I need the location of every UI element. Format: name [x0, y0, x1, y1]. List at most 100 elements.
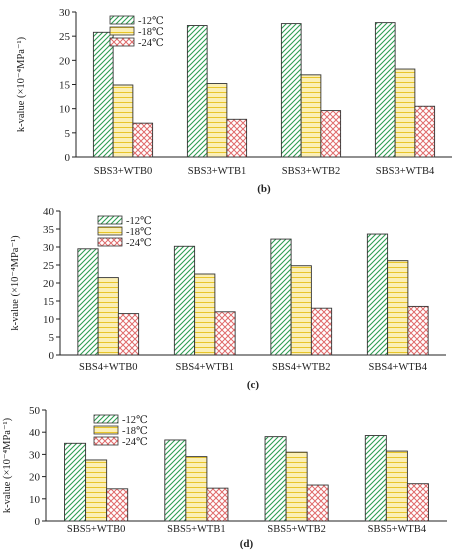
legend-label: -18℃ [126, 227, 152, 238]
legend-label: -24℃ [126, 238, 152, 249]
bar-minus24-4 [407, 305, 429, 356]
y-tick-label: 5 [65, 128, 71, 140]
y-axis-label: k-value (×10⁻⁴MPa⁻¹) [16, 36, 27, 132]
y-tick-label: 20 [43, 278, 55, 290]
bar-minus12-2 [173, 245, 196, 356]
bar-minus24-2 [226, 118, 248, 158]
category-label: SBS4+WTB2 [272, 362, 330, 373]
bar-minus24-1 [106, 488, 129, 522]
bar-minus24-3 [320, 110, 342, 158]
bar-minus18-4 [385, 450, 408, 522]
category-label: SBS4+WTB0 [79, 362, 137, 373]
chart-panel-3: 0 10 20 30 40 50 SBS5+WTB0 SBS5+WTB1 SBS5+WTB2 SB… [2, 405, 447, 550]
y-tick-label: 25 [59, 31, 71, 43]
bar-minus18-2 [194, 273, 216, 356]
y-axis-label: k-value (×10⁻⁴MPa⁻¹) [2, 417, 13, 513]
bar-minus18-4 [394, 68, 416, 158]
legend-label: -12℃ [122, 415, 148, 426]
category-label: SBS5+WTB2 [267, 524, 325, 535]
y-tick-label: 35 [43, 224, 55, 236]
bar-minus18-1 [97, 277, 119, 356]
category-label: SBS3+WTB1 [188, 166, 246, 177]
bar-minus12-3 [280, 23, 302, 158]
bar-minus24-2 [214, 311, 236, 356]
y-tick-label: 0 [49, 350, 55, 362]
bar-minus12-3 [270, 238, 292, 356]
bar-minus12-4 [374, 22, 396, 158]
y-tick-label: 10 [29, 494, 41, 506]
panel-label: (b) [257, 183, 271, 195]
category-label: SBS4+WTB4 [369, 362, 428, 373]
bar-minus18-2 [206, 83, 228, 158]
legend: -12℃-18℃-24℃ [109, 15, 164, 49]
y-tick-label: 25 [43, 260, 55, 272]
category-label: SBS3+WTB0 [94, 166, 152, 177]
category-label: SBS3+WTB4 [376, 166, 435, 177]
legend-swatch-minus18 [93, 425, 119, 435]
bar-minus18-1 [112, 84, 134, 158]
y-tick-label: 10 [43, 314, 55, 326]
legend: -12℃-18℃-24℃ [93, 414, 148, 448]
category-label: SBS3+WTB2 [282, 166, 340, 177]
y-tick-label: 10 [59, 104, 71, 116]
bar-minus12-4 [364, 435, 387, 522]
y-tick-label: 30 [29, 449, 41, 461]
y-tick-label: 20 [29, 472, 41, 484]
bar-minus12-4 [366, 233, 389, 356]
legend-label: -18℃ [122, 426, 148, 437]
legend-label: -24℃ [122, 437, 148, 448]
legend-swatch-minus18 [109, 26, 135, 36]
bar-minus12-1 [92, 31, 114, 158]
y-tick-label: 5 [49, 332, 55, 344]
bar-minus12-2 [164, 439, 187, 522]
y-tick-label: 0 [65, 152, 71, 164]
bar-minus24-3 [310, 307, 333, 356]
y-tick-label: 15 [43, 296, 55, 308]
y-axis-label: k-value (×10⁻⁴MPa⁻¹) [10, 235, 21, 331]
legend-swatch-minus24 [97, 237, 123, 247]
y-tick-label: 0 [35, 516, 41, 528]
chart-panel-2: 0 5 10 15 20 25 30 35 40 SBS4+WTB0 SBS4+WTB1 SBS4+W… [10, 206, 446, 391]
legend-label: -12℃ [126, 216, 152, 227]
bar-minus24-1 [117, 313, 140, 356]
bar-minus18-3 [285, 451, 308, 522]
bar-minus18-4 [387, 260, 409, 356]
bar-minus24-3 [306, 484, 329, 522]
bar-minus18-1 [85, 459, 108, 522]
bar-minus18-3 [290, 265, 312, 356]
bar-minus12-1 [77, 248, 99, 356]
y-tick-label: 40 [29, 427, 41, 439]
bar-minus24-2 [206, 487, 229, 522]
y-tick-label: 15 [59, 80, 71, 92]
bar-minus24-4 [406, 483, 429, 522]
bar-minus18-2 [185, 456, 208, 522]
y-tick-label: 40 [43, 206, 55, 218]
bar-minus18-3 [300, 74, 322, 158]
y-tick-label: 20 [59, 55, 71, 67]
panel-label: (c) [247, 379, 260, 391]
legend-label: -18℃ [138, 27, 164, 38]
legend-label: -24℃ [138, 38, 164, 49]
legend-swatch-minus12 [93, 414, 119, 424]
category-label: SBS5+WTB4 [368, 524, 427, 535]
bar-minus12-3 [264, 436, 287, 522]
y-tick-label: 30 [59, 7, 71, 19]
category-label: SBS5+WTB0 [67, 524, 125, 535]
bar-minus24-4 [414, 105, 436, 158]
bar-minus12-1 [64, 442, 87, 522]
legend-swatch-minus24 [109, 37, 135, 47]
legend-swatch-minus24 [93, 436, 119, 446]
y-tick-label: 50 [29, 405, 41, 417]
legend-label: -12℃ [138, 16, 164, 27]
legend-swatch-minus12 [109, 15, 135, 25]
y-tick-label: 30 [43, 242, 55, 254]
legend-swatch-minus18 [97, 226, 123, 236]
legend: -12℃-18℃-24℃ [97, 215, 152, 249]
bar-minus12-2 [186, 25, 208, 158]
bar-minus24-1 [132, 122, 154, 158]
legend-swatch-minus12 [97, 215, 123, 225]
chart-panel-1: 0 5 10 15 20 25 30 SBS3+WTB0 SBS3+WTB1 SBS3+WTB2 S… [16, 7, 452, 195]
category-label: SBS4+WTB1 [176, 362, 234, 373]
panel-label: (d) [240, 538, 254, 550]
